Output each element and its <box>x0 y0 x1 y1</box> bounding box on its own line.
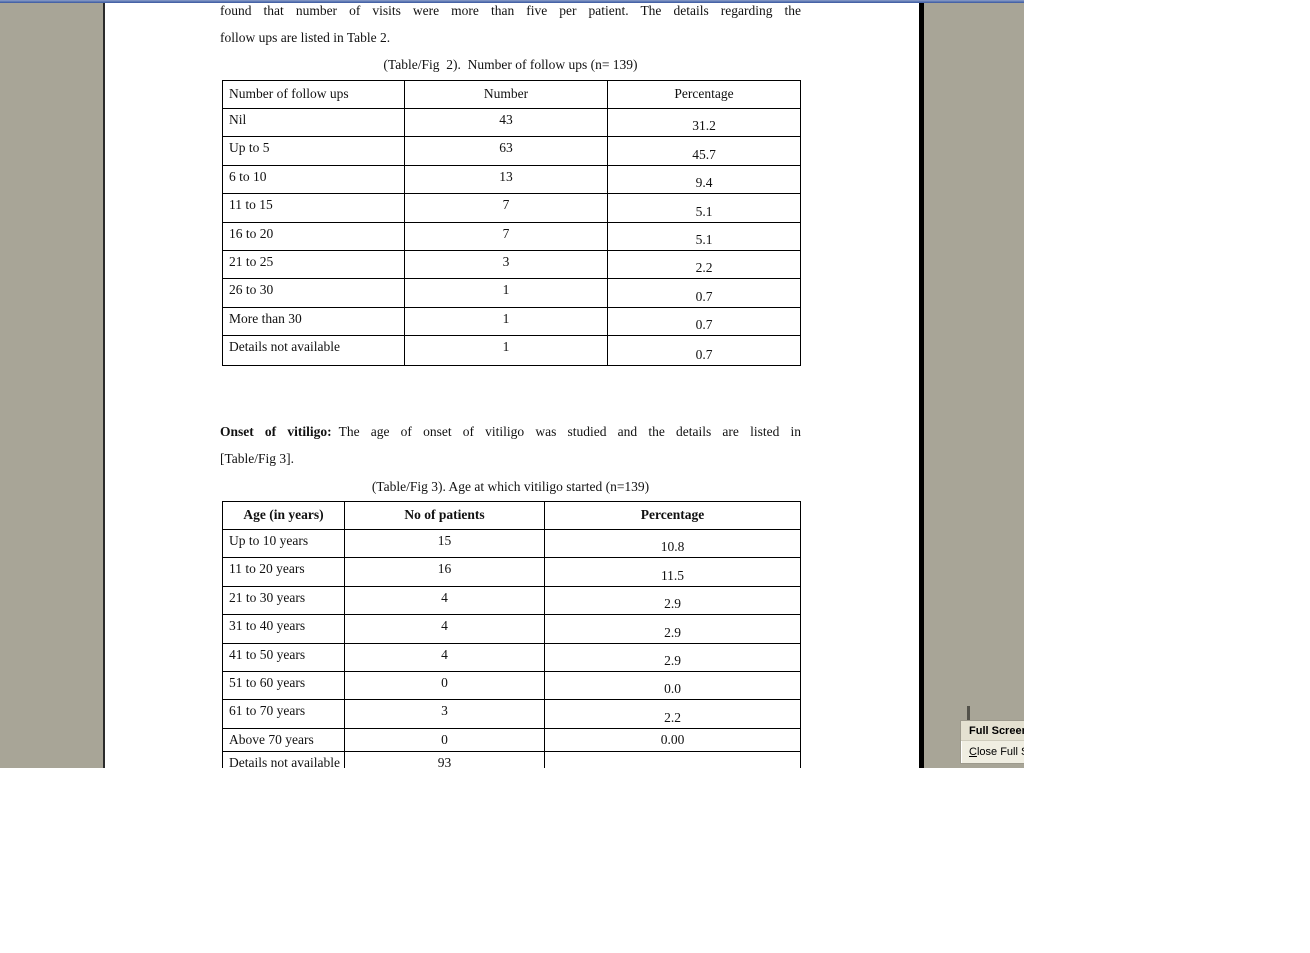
onset-paragraph-line2: [Table/Fig 3]. <box>220 451 295 466</box>
onset-text: The age of onset of vitiligo was studied… <box>338 424 801 439</box>
page-left-border <box>103 3 105 768</box>
table-cell: 10.8 <box>545 530 800 559</box>
table-cell: 93 <box>345 752 545 768</box>
table-cell: 61 to 70 years <box>223 700 345 729</box>
table-cell: 7 <box>405 222 608 251</box>
onset-paragraph-line: Onset of vitiligo: The age of onset of vi… <box>220 423 801 441</box>
table-cell: 15 <box>345 530 545 559</box>
table-cell: 1 <box>405 307 608 337</box>
table-cell: 2.9 <box>545 615 800 644</box>
table-cell <box>545 752 800 768</box>
table-cell: 0.0 <box>545 672 800 701</box>
table-cell: 26 to 30 <box>223 279 405 308</box>
table-cell: 2.9 <box>545 644 800 672</box>
table-cell: 63 <box>405 137 608 166</box>
table-cell: 0.7 <box>695 346 713 362</box>
table-cell: 31.2 <box>608 109 800 138</box>
close-fullscreen-label: lose Full Screen <box>976 746 1024 758</box>
table-cell: 4 <box>345 643 545 672</box>
window-top-edge <box>0 0 1024 3</box>
table-cell: Up to 10 years <box>223 530 345 559</box>
table-cell: 2.2 <box>545 700 800 729</box>
close-fullscreen-button[interactable]: Close Full Screen <box>961 741 1024 763</box>
table-cell: 3 <box>345 700 545 729</box>
table-cell: 6 to 10 <box>223 165 405 195</box>
paragraph-line: found that number of visits were more th… <box>220 3 801 18</box>
table-cell: Details not available <box>223 336 405 365</box>
table-cell: Nil <box>223 109 405 138</box>
text-cursor-icon <box>967 706 970 720</box>
table-cell: 0.00 <box>545 729 800 753</box>
word-fullscreen-window: found that number of visits were more th… <box>0 0 1024 768</box>
table-cell: 16 <box>345 558 545 587</box>
table-cell: 0 <box>345 728 545 753</box>
table-header-cell: Number <box>405 81 608 109</box>
table-cell: 43 <box>405 109 608 138</box>
table-cell: 11 to 15 <box>223 194 405 223</box>
table-cell: More than 30 <box>223 307 405 337</box>
table-cell: 5.1 <box>608 223 800 251</box>
table-cell: 51 to 60 years <box>223 671 345 701</box>
table-onset-age: Age (in years) No of patients Percentage Up… <box>222 501 801 768</box>
table-followups: Number of follow ups Number Percentage Nil 4… <box>222 80 801 366</box>
table-cell: 4 <box>345 586 545 616</box>
table-cell: 1 <box>405 279 608 308</box>
table-header-cell: Age (in years) <box>223 502 345 530</box>
table-cell: 7 <box>405 194 608 223</box>
onset-heading: Onset of vitiligo: <box>220 424 332 439</box>
table-cell: 9.4 <box>608 166 800 195</box>
table-cell: 11.5 <box>545 558 800 587</box>
table-cell: 41 to 50 years <box>223 643 345 672</box>
page-edge-shadow <box>919 3 924 768</box>
table-cell: 16 to 20 <box>223 222 405 251</box>
table-cell: 21 to 30 years <box>223 586 345 616</box>
table-cell: Details not available <box>223 752 345 768</box>
document-page[interactable]: found that number of visits were more th… <box>105 3 919 768</box>
table-cell: 0.7 <box>608 279 800 308</box>
close-fullscreen-accesskey: C <box>969 746 977 758</box>
fullscreen-toolbar-titlebar[interactable]: Full Screen <box>961 721 1024 741</box>
table-cell: 13 <box>405 165 608 195</box>
table-cell: 0 <box>345 671 545 701</box>
table-cell: 1 <box>405 336 608 365</box>
table-cell: 2.9 <box>545 587 800 616</box>
table-cell: 21 to 25 <box>223 250 405 280</box>
table-cell: 45.7 <box>608 137 800 166</box>
table-cell: 2.2 <box>608 251 800 280</box>
table-cell: 31 to 40 years <box>223 615 345 644</box>
table-cell: 3 <box>405 250 608 280</box>
table-cell: 11 to 20 years <box>223 558 345 587</box>
table-header-cell: Percentage <box>545 502 800 530</box>
paragraph-line: follow ups are listed in Table 2. <box>220 30 391 45</box>
table-cell: 5.1 <box>608 194 800 223</box>
table3-caption: (Table/Fig 3). Age at which vitiligo sta… <box>371 479 650 494</box>
table-cell: Up to 5 <box>223 137 405 166</box>
table-cell: 4 <box>345 615 545 644</box>
table2-caption: (Table/Fig 2). Number of follow ups (n= … <box>383 57 638 72</box>
table-cell: Above 70 years <box>223 728 345 753</box>
table-cell: 0.7 <box>608 308 800 337</box>
fullscreen-toolbar: Full Screen Close Full Screen <box>960 720 1024 764</box>
table-header-cell: Number of follow ups <box>223 81 405 109</box>
table-header-cell: Percentage <box>608 81 800 109</box>
table-header-cell: No of patients <box>345 502 545 530</box>
